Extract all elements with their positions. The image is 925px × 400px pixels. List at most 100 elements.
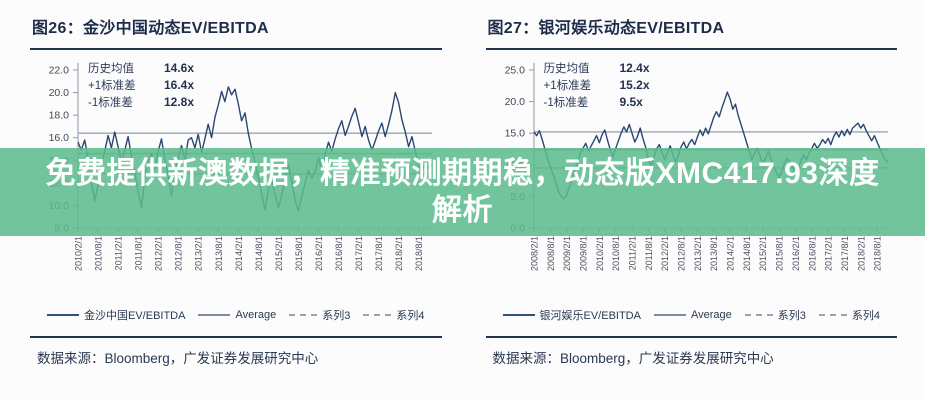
stat-value: 16.4x <box>164 78 195 92</box>
svg-text:2016/8/1: 2016/8/1 <box>807 236 817 271</box>
overlay-text-line2: 解析 <box>432 194 493 227</box>
stats-legend-sands: 历史均值 14.6x +1标准差 16.4x -1标准差 12.8x <box>88 60 194 111</box>
legend-item: Average <box>198 309 276 321</box>
legend-label: 系列4 <box>396 310 425 322</box>
svg-text:2018/8/1: 2018/8/1 <box>872 236 882 271</box>
solid-line-swatch-icon <box>502 314 535 316</box>
stat-row: +1标准差 15.2x <box>544 77 650 94</box>
legend-sands: 金沙中国EV/EBITDA Average 系列3 系列4 <box>30 306 442 324</box>
svg-text:2009/8/1: 2009/8/1 <box>578 236 588 271</box>
svg-text:2012/8/1: 2012/8/1 <box>174 236 184 271</box>
line-chart-sands: 22.020.018.016.014.012.010.08.02010/2/12… <box>49 63 433 271</box>
svg-text:2017/2/1: 2017/2/1 <box>354 236 364 271</box>
svg-text:2011/8/1: 2011/8/1 <box>643 236 653 270</box>
stat-value: 14.6x <box>164 61 195 75</box>
svg-text:2017/8/1: 2017/8/1 <box>839 236 849 271</box>
svg-text:2015/2/1: 2015/2/1 <box>274 236 284 271</box>
stat-value: 12.4x <box>619 61 650 75</box>
stat-label: 历史均值 <box>88 63 134 75</box>
stat-row: -1标准差 12.8x <box>88 94 194 111</box>
legend-item: 系列4 <box>818 307 880 323</box>
svg-text:2012/2/1: 2012/2/1 <box>154 236 164 271</box>
svg-text:2016/8/1: 2016/8/1 <box>334 236 344 271</box>
legend-label: Average <box>690 309 732 321</box>
svg-text:2018/2/1: 2018/2/1 <box>394 236 404 271</box>
svg-text:2008/8/1: 2008/8/1 <box>545 236 555 271</box>
svg-text:2014/2/1: 2014/2/1 <box>234 236 244 271</box>
solid-line-swatch-icon <box>653 314 686 316</box>
promo-overlay-banner: 免费提供新澳数据，精准预测期期稳，动态版XMC417.93深度 解析 <box>0 148 925 236</box>
stat-label: +1标准差 <box>88 80 136 92</box>
legend-label: Average <box>235 309 277 321</box>
stat-value: 12.8x <box>164 95 195 109</box>
legend-item: 系列3 <box>744 307 806 323</box>
divider <box>485 336 897 338</box>
svg-text:2010/2/1: 2010/2/1 <box>594 236 604 271</box>
data-source-note: 数据来源：Bloomberg，广发证券发展研究中心 <box>37 351 319 366</box>
stats-legend-galaxy: 历史均值 12.4x +1标准差 15.2x -1标准差 9.5x <box>544 60 650 111</box>
stat-value: 15.2x <box>619 78 650 92</box>
svg-text:25.0: 25.0 <box>504 65 525 77</box>
svg-text:2014/8/1: 2014/8/1 <box>254 236 264 271</box>
svg-text:15.0: 15.0 <box>504 128 525 140</box>
legend-item: 金沙中国EV/EBITDA <box>47 307 185 323</box>
svg-text:2015/8/1: 2015/8/1 <box>774 236 784 271</box>
dashed-line-swatch-icon <box>289 314 318 316</box>
chart-panel-sands-china: 图26：金沙中国动态EV/EBITDA 22.020.018.016.014.0… <box>30 12 442 367</box>
svg-text:20.0: 20.0 <box>49 87 70 99</box>
dashed-line-swatch-icon <box>363 314 392 316</box>
data-source-note: 数据来源：Bloomberg，广发证券发展研究中心 <box>492 351 774 366</box>
svg-text:2013/8/1: 2013/8/1 <box>709 236 719 271</box>
svg-text:2010/8/1: 2010/8/1 <box>611 236 621 271</box>
legend-galaxy: 银河娱乐EV/EBITDA Average 系列3 系列4 <box>486 306 898 324</box>
chart-area-sands: 22.020.018.016.014.012.010.08.02010/2/12… <box>30 52 442 304</box>
legend-item: 银河娱乐EV/EBITDA <box>502 307 641 323</box>
dashed-line-swatch-icon <box>818 314 847 316</box>
solid-line-swatch-icon <box>47 314 79 316</box>
stat-label: -1标准差 <box>88 97 133 109</box>
svg-text:2011/2/1: 2011/2/1 <box>627 236 637 270</box>
legend-item: 系列3 <box>289 307 350 323</box>
solid-line-swatch-icon <box>198 314 231 316</box>
stat-row: 历史均值 14.6x <box>88 60 194 77</box>
svg-text:2016/2/1: 2016/2/1 <box>314 236 324 271</box>
legend-label: 系列4 <box>851 310 880 322</box>
svg-text:2012/2/1: 2012/2/1 <box>660 236 670 271</box>
legend-label: 金沙中国EV/EBITDA <box>84 310 186 322</box>
legend-item: 系列4 <box>363 307 425 323</box>
svg-text:2017/2/1: 2017/2/1 <box>823 236 833 271</box>
svg-text:2013/2/1: 2013/2/1 <box>194 236 204 271</box>
svg-text:2009/2/1: 2009/2/1 <box>562 236 572 271</box>
legend-label: 系列3 <box>322 310 351 322</box>
svg-text:18.0: 18.0 <box>49 110 70 122</box>
stat-row: +1标准差 16.4x <box>88 77 194 94</box>
svg-text:2011/2/1: 2011/2/1 <box>114 236 124 270</box>
legend-item: Average <box>653 309 732 321</box>
svg-text:2018/2/1: 2018/2/1 <box>856 236 866 271</box>
svg-text:2014/2/1: 2014/2/1 <box>725 236 735 271</box>
svg-text:22.0: 22.0 <box>49 65 70 77</box>
legend-label: 银河娱乐EV/EBITDA <box>539 310 641 322</box>
svg-text:2010/8/1: 2010/8/1 <box>94 236 104 271</box>
stat-row: -1标准差 9.5x <box>544 94 650 111</box>
stat-label: 历史均值 <box>543 63 590 75</box>
svg-text:16.0: 16.0 <box>49 132 70 144</box>
stat-value: 9.5x <box>619 95 643 109</box>
svg-text:2012/8/1: 2012/8/1 <box>676 236 686 271</box>
svg-text:2014/8/1: 2014/8/1 <box>741 236 751 271</box>
svg-text:2017/8/1: 2017/8/1 <box>374 236 384 271</box>
dashed-line-swatch-icon <box>744 314 773 316</box>
svg-text:20.0: 20.0 <box>504 96 525 108</box>
svg-text:2018/8/1: 2018/8/1 <box>414 236 424 271</box>
overlay-text-line1: 免费提供新澳数据，精准预测期期稳，动态版XMC417.93深度 <box>45 157 880 190</box>
stat-label: -1标准差 <box>543 97 589 109</box>
chart-title-galaxy: 图27：银河娱乐动态EV/EBITDA <box>485 12 897 50</box>
svg-text:2011/8/1: 2011/8/1 <box>134 236 144 270</box>
svg-text:2008/2/1: 2008/2/1 <box>529 236 539 271</box>
chart-title-sands: 图26：金沙中国动态EV/EBITDA <box>30 12 442 50</box>
stat-row: 历史均值 12.4x <box>544 60 650 77</box>
legend-label: 系列3 <box>777 310 806 322</box>
svg-text:2015/2/1: 2015/2/1 <box>758 236 768 271</box>
stat-label: +1标准差 <box>543 80 592 92</box>
divider <box>30 336 442 338</box>
